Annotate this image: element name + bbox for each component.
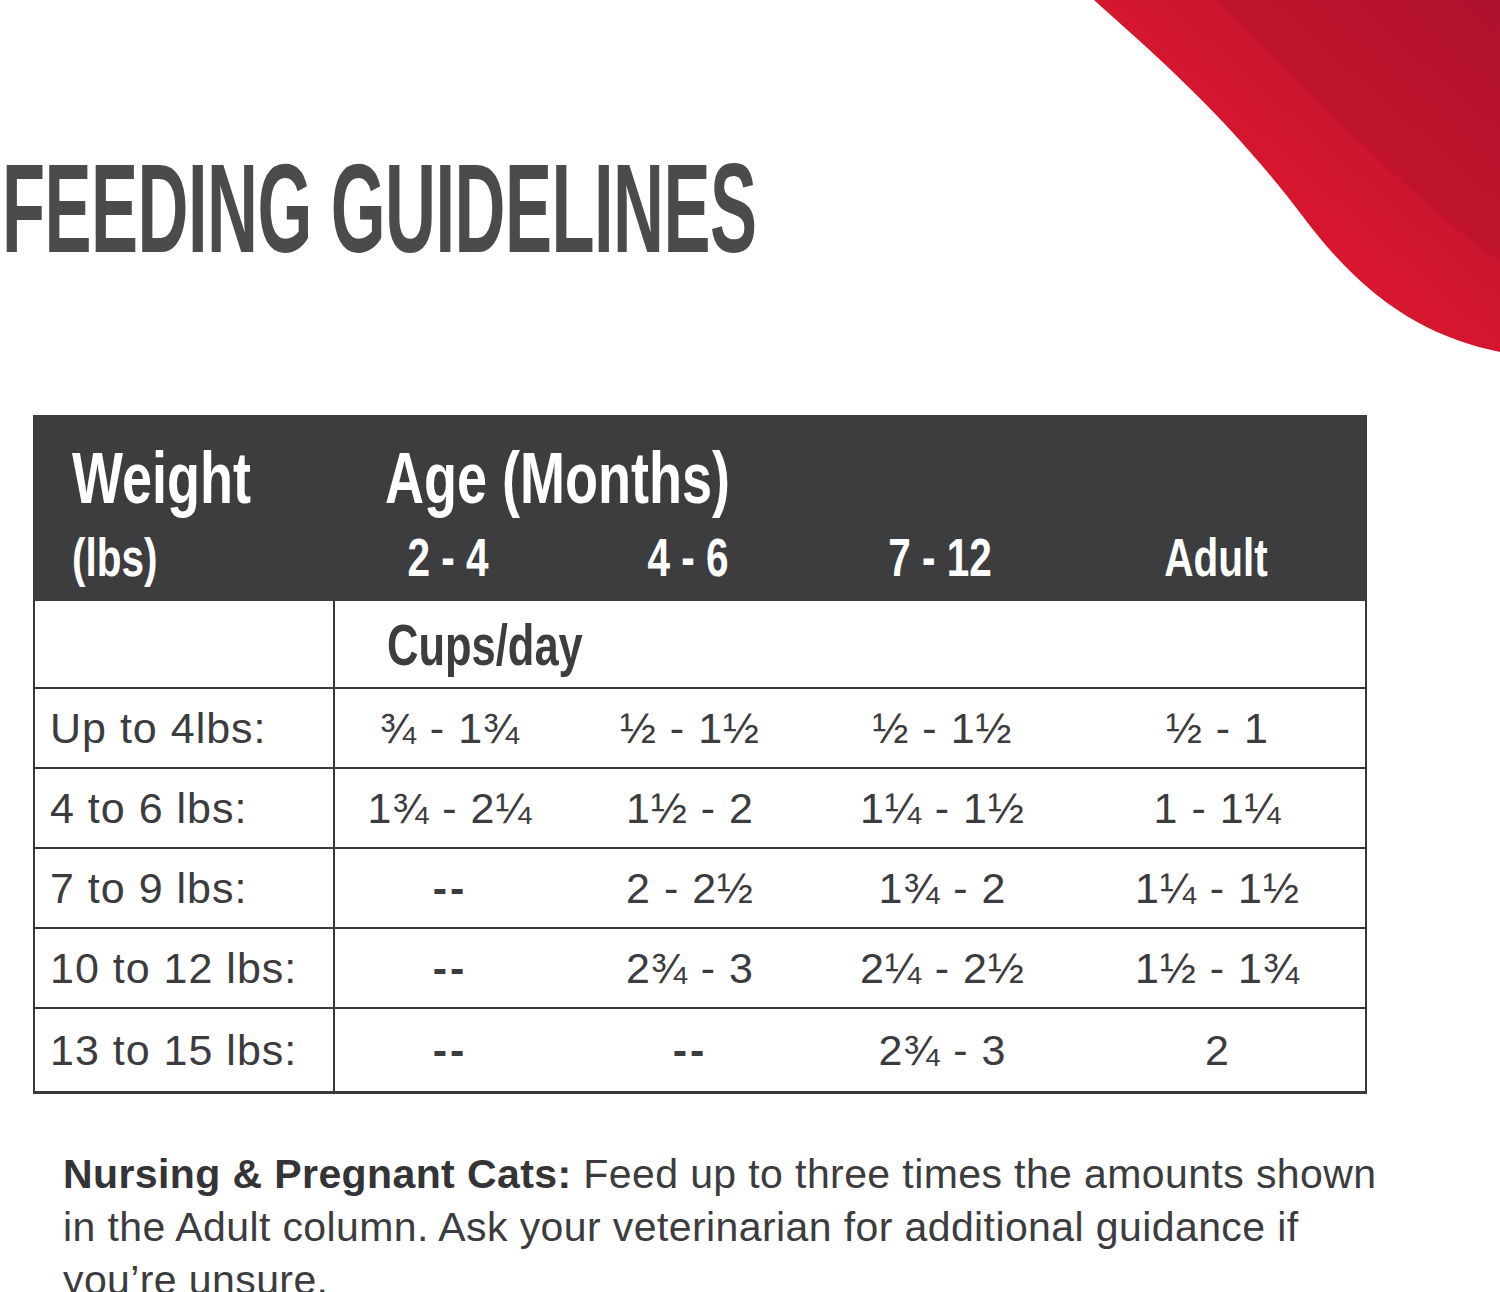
table-row: 10 to 12 lbs: -- 2¾ - 3 2¼ - 2½ 1½ - 1¾ bbox=[35, 927, 1365, 1007]
value-cell: ¾ - 1¾ bbox=[335, 689, 565, 767]
table-row: 13 to 15 lbs: -- -- 2¾ - 3 2 bbox=[35, 1007, 1365, 1091]
weight-range-label: 7 to 9 lbs: bbox=[35, 849, 335, 927]
value-cell: -- bbox=[335, 849, 565, 927]
weight-header-label: Weight bbox=[72, 442, 251, 514]
age-column-headers: 2 - 4 4 - 6 7 - 12 Adult bbox=[333, 530, 1367, 584]
nursing-pregnant-note: Nursing & Pregnant Cats: Feed up to thre… bbox=[63, 1148, 1408, 1292]
value-cell: 2¼ - 2½ bbox=[815, 929, 1070, 1007]
value-cell: 1¼ - 1½ bbox=[815, 769, 1070, 847]
red-swoosh-graphic bbox=[1088, 0, 1500, 470]
table-row: 4 to 6 lbs: 1¾ - 2¼ 1½ - 2 1¼ - 1½ 1 - 1… bbox=[35, 767, 1365, 847]
age-col-4-6: 4 - 6 bbox=[647, 530, 728, 584]
age-col-7-12: 7 - 12 bbox=[889, 530, 993, 584]
weight-header-cell: Weight (lbs) bbox=[33, 442, 333, 601]
feeding-guidelines-panel: FEEDING GUIDELINES Weight (lbs) Age (Mon… bbox=[0, 0, 1500, 1292]
value-cell: 1¾ - 2¼ bbox=[335, 769, 565, 847]
cups-per-day-label: Cups/day bbox=[387, 611, 583, 678]
table-row: 7 to 9 lbs: -- 2 - 2½ 1¾ - 2 1¼ - 1½ bbox=[35, 847, 1365, 927]
feeding-table: Weight (lbs) Age (Months) 2 - 4 4 - 6 7 … bbox=[33, 415, 1367, 1094]
value-cell: 1¼ - 1½ bbox=[1070, 849, 1365, 927]
value-cell: ½ - 1 bbox=[1070, 689, 1365, 767]
age-col-adult: Adult bbox=[1164, 530, 1267, 584]
value-cell: -- bbox=[335, 1009, 565, 1091]
age-col-2-4: 2 - 4 bbox=[407, 530, 488, 584]
weight-range-label: Up to 4lbs: bbox=[35, 689, 335, 767]
page-title: FEEDING GUIDELINES bbox=[2, 146, 756, 272]
weight-range-label: 4 to 6 lbs: bbox=[35, 769, 335, 847]
value-cell: 1½ - 2 bbox=[565, 769, 815, 847]
table-header: Weight (lbs) Age (Months) 2 - 4 4 - 6 7 … bbox=[33, 415, 1367, 601]
value-cell: 2¾ - 3 bbox=[565, 929, 815, 1007]
value-cell: 2 bbox=[1070, 1009, 1365, 1091]
age-header-label: Age (Months) bbox=[385, 442, 730, 514]
units-label-cell: Cups/day bbox=[335, 601, 1365, 687]
weight-range-label: 10 to 12 lbs: bbox=[35, 929, 335, 1007]
weight-range-label: 13 to 15 lbs: bbox=[35, 1009, 335, 1091]
value-cell: ½ - 1½ bbox=[815, 689, 1070, 767]
value-cell: -- bbox=[335, 929, 565, 1007]
value-cell: 2¾ - 3 bbox=[815, 1009, 1070, 1091]
value-cell: 1½ - 1¾ bbox=[1070, 929, 1365, 1007]
value-cell: 1¾ - 2 bbox=[815, 849, 1070, 927]
value-cell: -- bbox=[565, 1009, 815, 1091]
weight-units-label: (lbs) bbox=[72, 530, 158, 584]
units-row: Cups/day bbox=[35, 601, 1365, 687]
units-row-empty-cell bbox=[35, 601, 335, 687]
value-cell: 1 - 1¼ bbox=[1070, 769, 1365, 847]
age-header-cell: Age (Months) 2 - 4 4 - 6 7 - 12 Adult bbox=[333, 442, 1367, 601]
value-cell: 2 - 2½ bbox=[565, 849, 815, 927]
value-cell: ½ - 1½ bbox=[565, 689, 815, 767]
table-row: Up to 4lbs: ¾ - 1¾ ½ - 1½ ½ - 1½ ½ - 1 bbox=[35, 687, 1365, 767]
note-lead: Nursing & Pregnant Cats: bbox=[63, 1151, 572, 1197]
